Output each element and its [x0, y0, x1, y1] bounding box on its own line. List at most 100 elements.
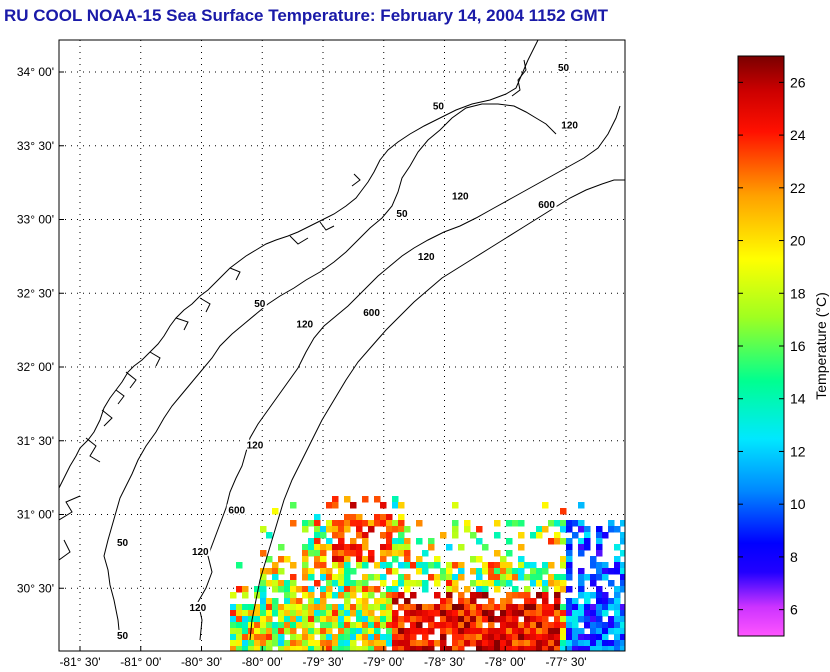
colorbar-tick-label: 14 [790, 391, 806, 407]
sst-pixel [404, 598, 411, 605]
sst-pixel [416, 520, 423, 527]
sst-pixel [392, 550, 399, 557]
sst-pixel [458, 646, 465, 651]
sst-pixel [380, 616, 387, 623]
sst-pixel [452, 622, 459, 629]
sst-pixel [356, 634, 363, 641]
sst-pixel [260, 610, 267, 617]
sst-pixel [524, 634, 531, 641]
sst-pixel [512, 520, 519, 527]
sst-pixel [344, 574, 351, 581]
sst-pixel [428, 604, 435, 611]
sst-pixel [602, 604, 609, 611]
sst-pixel [284, 646, 291, 651]
sst-pixel [326, 520, 333, 527]
sst-pixel [266, 598, 273, 605]
isobath-label: 600 [538, 200, 555, 211]
colorbar-tick-label: 26 [790, 74, 806, 90]
sst-pixel [542, 562, 549, 569]
sst-pixel [554, 646, 561, 651]
sst-pixel [440, 598, 447, 605]
sst-pixel [434, 622, 441, 629]
sst-pixel [464, 640, 471, 647]
sst-pixel [530, 628, 537, 635]
sst-pixel [428, 622, 435, 629]
sst-pixel [482, 610, 489, 617]
sst-pixel [578, 520, 585, 527]
sst-pixel [314, 538, 321, 545]
sst-pixel [536, 640, 543, 647]
sst-pixel [266, 580, 273, 587]
sst-pixel [548, 574, 555, 581]
sst-pixel [344, 544, 351, 551]
sst-pixel [524, 616, 531, 623]
isobath-label-bg [190, 545, 211, 556]
sst-pixel [272, 580, 279, 587]
isobath-label-bg [187, 601, 208, 612]
sst-pixel [308, 640, 315, 647]
sst-pixel [272, 634, 279, 641]
sst-pixel [458, 634, 465, 641]
sst-pixel [446, 616, 453, 623]
sst-pixel [368, 616, 375, 623]
sst-pixel [308, 538, 315, 545]
sst-pixel [362, 556, 369, 563]
sst-pixel [308, 610, 315, 617]
sst-pixel [254, 622, 261, 629]
sst-pixel [296, 616, 303, 623]
sst-pixel [602, 532, 609, 539]
sst-pixel [362, 562, 369, 569]
sst-pixel [590, 562, 597, 569]
isobath-50m [103, 103, 557, 641]
sst-pixel [572, 640, 579, 647]
sst-pixel [536, 622, 543, 629]
sst-pixel [494, 574, 501, 581]
sst-pixel [560, 628, 567, 635]
sst-pixel [398, 544, 405, 551]
sst-pixel [446, 568, 453, 575]
sst-pixel [320, 604, 327, 611]
sst-pixel [344, 616, 351, 623]
sst-pixel [572, 598, 579, 605]
sst-pixel [386, 538, 393, 545]
sst-pixel [314, 616, 321, 623]
isobath-label-bg [394, 208, 409, 219]
coastline-inlets [59, 59, 527, 561]
sst-pixel [608, 520, 615, 527]
sst-pixel [428, 610, 435, 617]
sst-pixel [530, 580, 537, 587]
isobath-label-bg [431, 100, 446, 111]
sst-pixel [596, 622, 603, 629]
sst-pixel [464, 526, 471, 533]
sst-pixel [578, 628, 585, 635]
sst-pixel [470, 610, 477, 617]
sst-pixel [242, 622, 249, 629]
sst-pixel [320, 616, 327, 623]
sst-pixel [530, 634, 537, 641]
sst-pixel [542, 610, 549, 617]
sst-pixel [512, 568, 519, 575]
sst-pixel [416, 568, 423, 575]
sst-pixel [290, 574, 297, 581]
sst-pixel [458, 568, 465, 575]
sst-pixel [566, 616, 573, 623]
sst-pixel [416, 628, 423, 635]
sst-pixel [518, 604, 525, 611]
isobath-label: 120 [190, 603, 207, 614]
sst-pixel [404, 610, 411, 617]
sst-pixel [560, 556, 567, 563]
sst-pixel [404, 526, 411, 533]
sst-pixel [260, 634, 267, 641]
sst-pixel [464, 610, 471, 617]
sst-pixel [296, 586, 303, 593]
sst-pixel [428, 628, 435, 635]
sst-pixel [290, 646, 297, 651]
sst-pixel [596, 526, 603, 533]
sst-pixel [422, 646, 429, 651]
sst-pixel [368, 526, 375, 533]
sst-pixel [350, 610, 357, 617]
colorbar-tick-label: 16 [790, 338, 806, 354]
sst-pixel [272, 622, 279, 629]
sst-pixel [554, 622, 561, 629]
sst-pixel [614, 604, 621, 611]
